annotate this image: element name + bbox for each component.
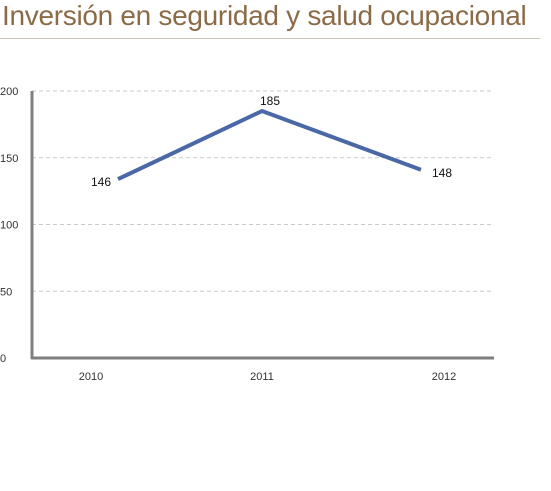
x-tick-labels: 2010 2011 2012 xyxy=(79,371,456,383)
x-tick-label: 2011 xyxy=(250,371,274,383)
series-line xyxy=(117,109,422,181)
page-title: Inversión en seguridad y salud ocupacion… xyxy=(2,0,527,31)
data-label: 185 xyxy=(260,94,280,108)
y-tick-label: 150 xyxy=(0,153,18,165)
data-labels: 146 185 148 xyxy=(91,94,452,189)
series-group xyxy=(117,109,422,181)
x-tick-label: 2012 xyxy=(432,371,456,383)
title-divider xyxy=(0,38,540,39)
axes xyxy=(30,91,494,360)
y-tick-labels: 0 50 100 150 200 xyxy=(0,86,18,365)
data-label: 146 xyxy=(91,175,111,189)
y-tick-label: 200 xyxy=(0,86,18,98)
y-tick-label: 50 xyxy=(0,286,12,298)
y-tick-label: 100 xyxy=(0,220,18,232)
data-label: 148 xyxy=(432,166,452,180)
x-tick-label: 2010 xyxy=(79,371,103,383)
grid-lines xyxy=(32,90,494,292)
y-tick-label: 0 xyxy=(0,353,6,365)
